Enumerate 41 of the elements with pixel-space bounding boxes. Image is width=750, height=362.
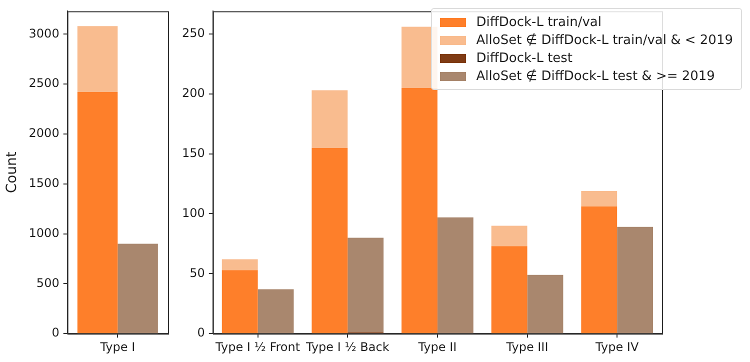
- y-tick-label: 0: [197, 326, 205, 340]
- x-tick-label: Type I ½ Back: [304, 340, 390, 354]
- bar: [581, 190, 618, 207]
- y-tick-label: 1000: [28, 226, 60, 240]
- y-tick-label: 2500: [28, 76, 60, 90]
- x-tick-label: Type IV: [594, 340, 640, 354]
- y-tick-label: 50: [190, 266, 205, 280]
- bar: [437, 217, 474, 334]
- bar: [312, 90, 348, 148]
- bar: [491, 226, 528, 246]
- legend-label: DiffDock-L train/val: [476, 14, 602, 30]
- x-tick-label: Type II: [417, 340, 457, 354]
- bar: [77, 26, 118, 92]
- x-tick-label: Type I: [99, 340, 136, 354]
- x-tick-label: Type I ½ Front: [214, 340, 300, 354]
- y-axis-title: Count: [4, 151, 20, 194]
- bar: [312, 148, 348, 334]
- y-tick-label: 100: [182, 206, 205, 220]
- y-tick-label: 2000: [28, 126, 60, 140]
- bar: [617, 226, 654, 334]
- bar: [258, 289, 294, 334]
- bar: [222, 270, 258, 334]
- y-tick-label: 500: [36, 276, 60, 290]
- bar: [348, 238, 384, 332]
- bar: [527, 274, 564, 334]
- legend-label: AlloSet ∉ DiffDock-L train/val & < 2019: [476, 32, 733, 48]
- bar: [77, 92, 118, 334]
- bar: [491, 246, 528, 334]
- y-tick-label: 0: [52, 326, 60, 340]
- bar: [118, 244, 158, 334]
- y-tick-label: 250: [182, 26, 205, 40]
- bar: [222, 259, 258, 270]
- bar: [402, 88, 438, 334]
- y-tick-label: 150: [182, 146, 205, 160]
- y-tick-label: 1500: [28, 176, 60, 190]
- legend-label: AlloSet ∉ DiffDock-L test & >= 2019: [476, 68, 715, 84]
- x-tick-label: Type III: [505, 340, 548, 354]
- bar: [581, 206, 618, 334]
- y-tick-label: 200: [182, 86, 205, 100]
- legend-label: DiffDock-L test: [476, 50, 573, 66]
- y-tick-label: 3000: [28, 26, 60, 40]
